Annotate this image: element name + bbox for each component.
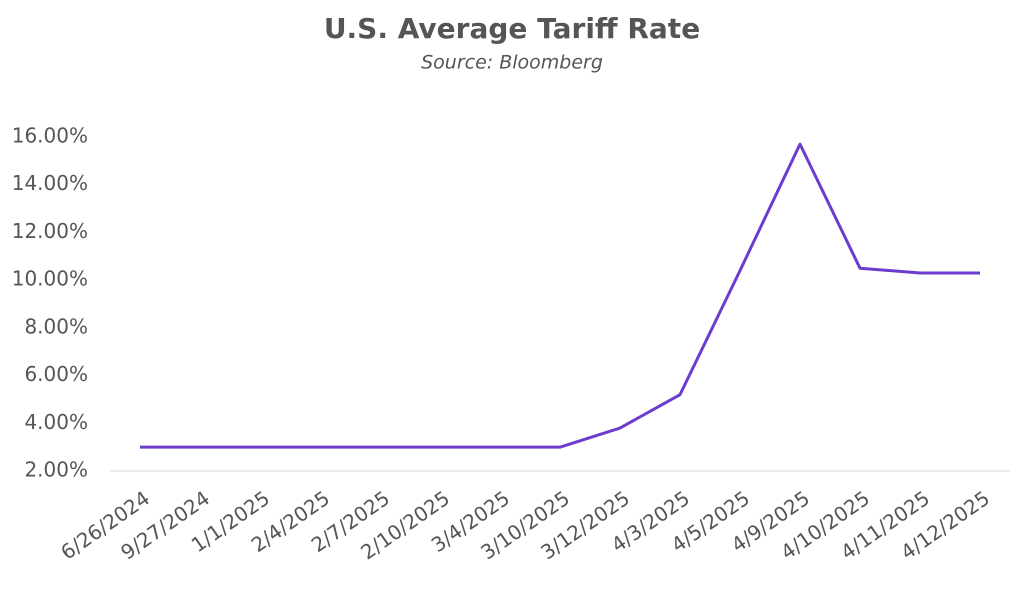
y-tick-label: 16.00% — [12, 124, 88, 148]
chart-subtitle: Source: Bloomberg — [421, 52, 603, 74]
y-tick-label: 12.00% — [12, 219, 88, 243]
y-tick-label: 6.00% — [24, 362, 88, 386]
y-tick-label: 10.00% — [12, 267, 88, 291]
y-tick-label: 4.00% — [24, 410, 88, 434]
y-tick-label: 8.00% — [24, 314, 88, 338]
y-tick-label: 2.00% — [24, 458, 88, 482]
chart-title: U.S. Average Tariff Rate — [324, 12, 700, 45]
data-line — [140, 142, 980, 449]
y-tick-label: 14.00% — [12, 171, 88, 195]
